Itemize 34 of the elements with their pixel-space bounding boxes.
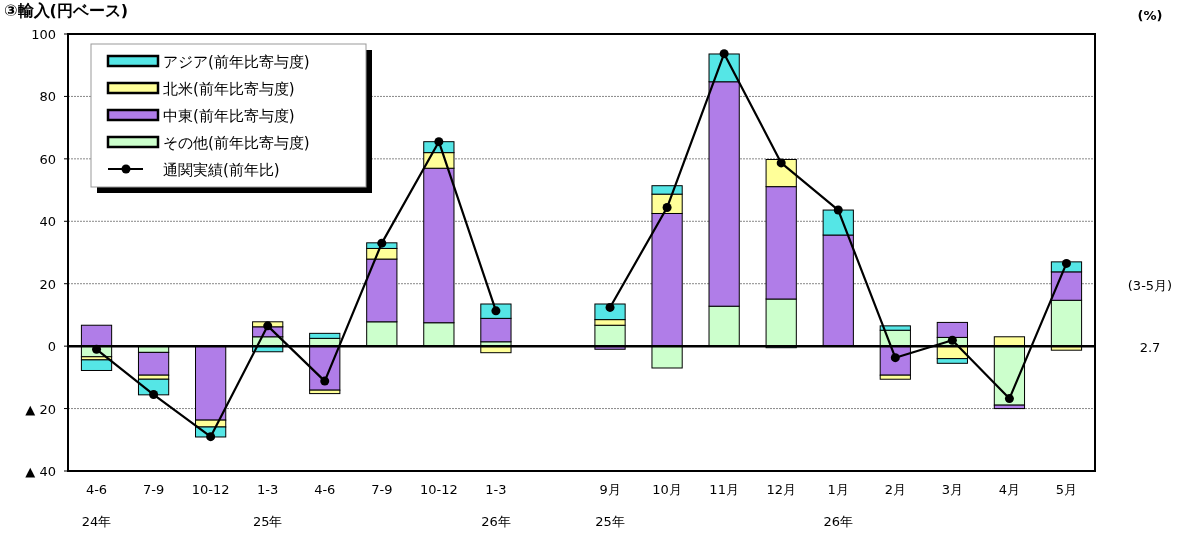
category: 1月 26年 (823, 482, 853, 529)
category: 1-3 25年 (252, 482, 283, 529)
ytick: 0 (47, 339, 56, 355)
category: 7-9 (371, 482, 393, 497)
category: 7-9 (142, 482, 165, 497)
legend-label: 通関実績(前年比) (163, 161, 280, 179)
ytick: ▲ 40 (25, 464, 56, 479)
legend-label: アジア(前年比寄与度) (163, 53, 310, 71)
category: 10-12 (191, 482, 230, 497)
category: 10-12 (419, 482, 458, 497)
ytick: ▲ 20 (25, 401, 56, 417)
category: 3月 (941, 482, 963, 497)
category: 2月 (884, 482, 906, 497)
category: 1-3 26年 (481, 482, 511, 529)
annotation: (3-5月) (1127, 278, 1173, 293)
category: 4-6 24年 (81, 482, 112, 529)
category: 5月 (1055, 482, 1078, 497)
ytick: 80 (39, 89, 56, 105)
title: ③輸入(円ベース) (4, 1, 129, 20)
category: 11月 (709, 482, 739, 497)
category: 4月 (998, 482, 1021, 497)
ylabel: (%) (1137, 8, 1163, 23)
annotation: 2.7 (1139, 340, 1161, 355)
category: 12月 (766, 482, 796, 497)
ytick: 60 (39, 151, 56, 167)
ytick: 40 (39, 214, 56, 230)
legend-label: 北米(前年比寄与度) (163, 80, 295, 98)
ytick: 20 (39, 276, 56, 292)
category: 4-6 (314, 482, 336, 497)
category: 10月 (652, 482, 682, 497)
ytick: 100 (31, 27, 56, 42)
legend-label: 中東(前年比寄与度) (163, 107, 295, 125)
category: 9月 25年 (595, 482, 625, 529)
legend-label: その他(前年比寄与度) (163, 134, 310, 152)
